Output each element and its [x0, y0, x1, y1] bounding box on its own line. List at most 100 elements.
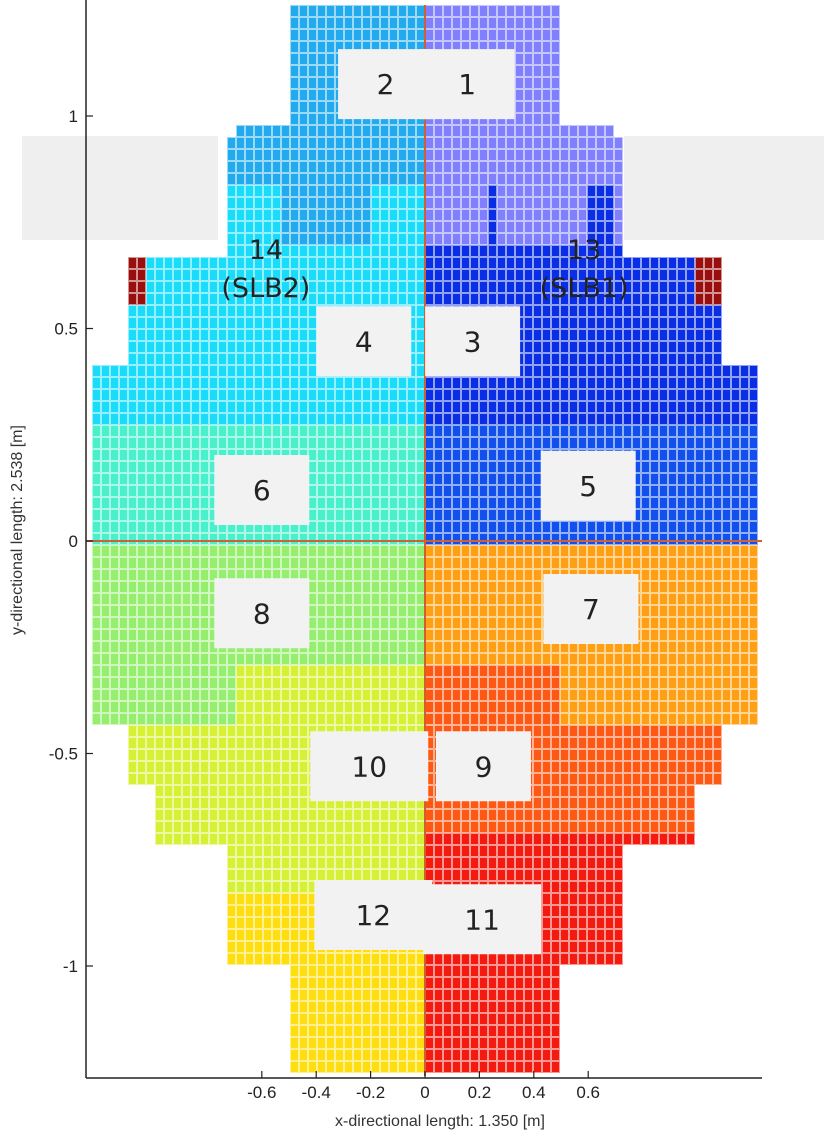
cell	[426, 462, 433, 472]
cell	[534, 210, 541, 220]
cell	[444, 210, 451, 220]
cell	[651, 510, 658, 520]
cell	[165, 402, 172, 412]
cell	[120, 486, 127, 496]
cell	[246, 402, 253, 412]
cell	[687, 426, 694, 436]
cell	[552, 522, 559, 532]
cell	[507, 42, 514, 52]
cell	[390, 138, 397, 148]
cell	[219, 258, 226, 268]
cell	[228, 246, 235, 256]
cell	[669, 522, 676, 532]
cell	[165, 294, 172, 304]
cell	[489, 426, 496, 436]
cell	[291, 426, 298, 436]
cell	[354, 462, 361, 472]
cell	[120, 522, 127, 532]
cell	[336, 6, 343, 16]
cell	[597, 294, 604, 304]
cell	[696, 438, 703, 448]
cell	[102, 366, 109, 376]
cell	[624, 426, 631, 436]
cell	[498, 498, 505, 508]
cell	[570, 270, 577, 280]
cell	[264, 522, 271, 532]
cell	[660, 450, 667, 460]
cell	[615, 198, 622, 208]
cell	[714, 426, 721, 436]
cell	[255, 402, 262, 412]
cell	[444, 222, 451, 232]
cell	[480, 174, 487, 184]
cell	[588, 282, 595, 292]
cell	[183, 306, 190, 316]
cell	[525, 186, 532, 196]
cell	[255, 390, 262, 400]
cell	[309, 354, 316, 364]
cell	[183, 294, 190, 304]
cell-row	[227, 137, 425, 149]
cell	[282, 342, 289, 352]
cell	[354, 426, 361, 436]
cell	[489, 438, 496, 448]
cell	[93, 522, 100, 532]
cell	[417, 258, 424, 268]
cell	[408, 270, 415, 280]
cell	[390, 162, 397, 172]
cell	[570, 222, 577, 232]
cell	[273, 414, 280, 424]
cell	[102, 510, 109, 520]
cell	[498, 222, 505, 232]
cell	[444, 282, 451, 292]
cell	[444, 414, 451, 424]
cell	[210, 522, 217, 532]
cell	[453, 414, 460, 424]
cell	[327, 450, 334, 460]
cell	[237, 258, 244, 268]
cell	[372, 378, 379, 388]
cell	[741, 390, 748, 400]
cell	[660, 330, 667, 340]
cell	[264, 294, 271, 304]
cell	[318, 66, 325, 76]
cell	[426, 294, 433, 304]
cell	[300, 138, 307, 148]
cell	[372, 174, 379, 184]
cell	[516, 198, 523, 208]
cell	[552, 174, 559, 184]
cell	[561, 426, 568, 436]
cell	[462, 198, 469, 208]
cell	[300, 30, 307, 40]
cell	[498, 186, 505, 196]
cell	[516, 162, 523, 172]
cell	[525, 30, 532, 40]
cell	[192, 282, 199, 292]
cell	[426, 126, 433, 136]
cell	[642, 498, 649, 508]
cell	[327, 294, 334, 304]
cell	[678, 306, 685, 316]
cell	[93, 450, 100, 460]
cell	[336, 210, 343, 220]
cell	[372, 450, 379, 460]
cell	[237, 234, 244, 244]
cell	[219, 378, 226, 388]
cell	[606, 270, 613, 280]
cell	[669, 474, 676, 484]
cell	[363, 186, 370, 196]
cell	[588, 306, 595, 316]
cell	[633, 258, 640, 268]
cell	[606, 186, 613, 196]
cell	[264, 150, 271, 160]
cell	[219, 414, 226, 424]
cell	[120, 378, 127, 388]
cell	[201, 330, 208, 340]
cell	[255, 318, 262, 328]
cell	[138, 270, 145, 280]
cell	[489, 222, 496, 232]
cell	[228, 354, 235, 364]
cell	[597, 138, 604, 148]
cell	[561, 354, 568, 364]
cell	[489, 186, 496, 196]
